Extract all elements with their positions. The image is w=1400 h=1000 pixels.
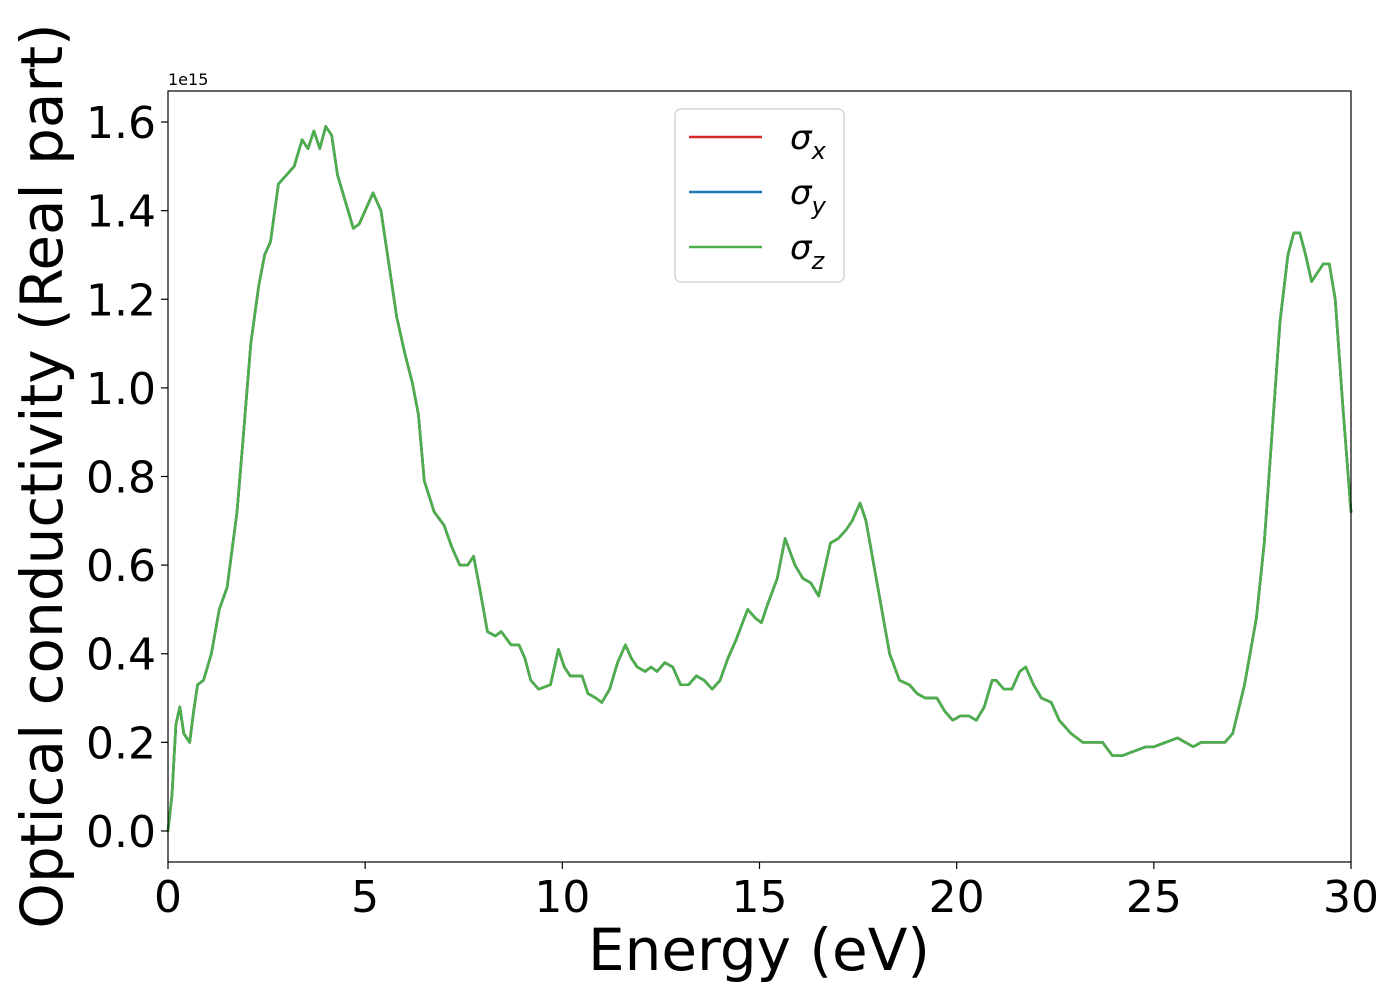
y-tick-label: 0.8 <box>86 453 156 504</box>
y-axis-title: Optical conductivity (Real part) <box>8 23 76 928</box>
legend-box <box>674 108 845 283</box>
x-tick-label: 20 <box>929 872 985 923</box>
series-layer <box>166 125 1353 833</box>
y-tick-label: 1.0 <box>86 364 156 415</box>
x-tick-label: 5 <box>351 872 379 923</box>
legend-subscript: x <box>811 137 827 165</box>
y-tick-label: 0.2 <box>86 718 156 769</box>
x-tick-label: 25 <box>1126 872 1182 923</box>
y-tick-label: 0.6 <box>86 541 156 592</box>
series-line-σz <box>166 125 1353 833</box>
x-tick-label: 30 <box>1323 872 1379 923</box>
y-offset-label: 1e15 <box>168 70 208 89</box>
y-tick-label: 0.0 <box>86 807 156 858</box>
y-tick-label: 0.4 <box>86 630 156 681</box>
x-axis-ticks: 0 5 10 15 20 25 30 <box>154 862 1379 923</box>
y-tick-label: 1.6 <box>86 98 156 149</box>
y-tick-label: 1.2 <box>86 275 156 326</box>
legend-subscript: y <box>811 192 827 220</box>
x-tick-label: 15 <box>732 872 788 923</box>
legend-subscript: z <box>811 247 826 275</box>
x-tick-label: 10 <box>534 872 590 923</box>
x-tick-label: 0 <box>154 872 182 923</box>
y-axis-ticks: 0.0 0.2 0.4 0.6 0.8 1.0 1.2 1.4 1.6 <box>86 98 168 858</box>
x-axis-title: Energy (eV) <box>588 916 930 984</box>
y-tick-label: 1.4 <box>86 187 156 238</box>
